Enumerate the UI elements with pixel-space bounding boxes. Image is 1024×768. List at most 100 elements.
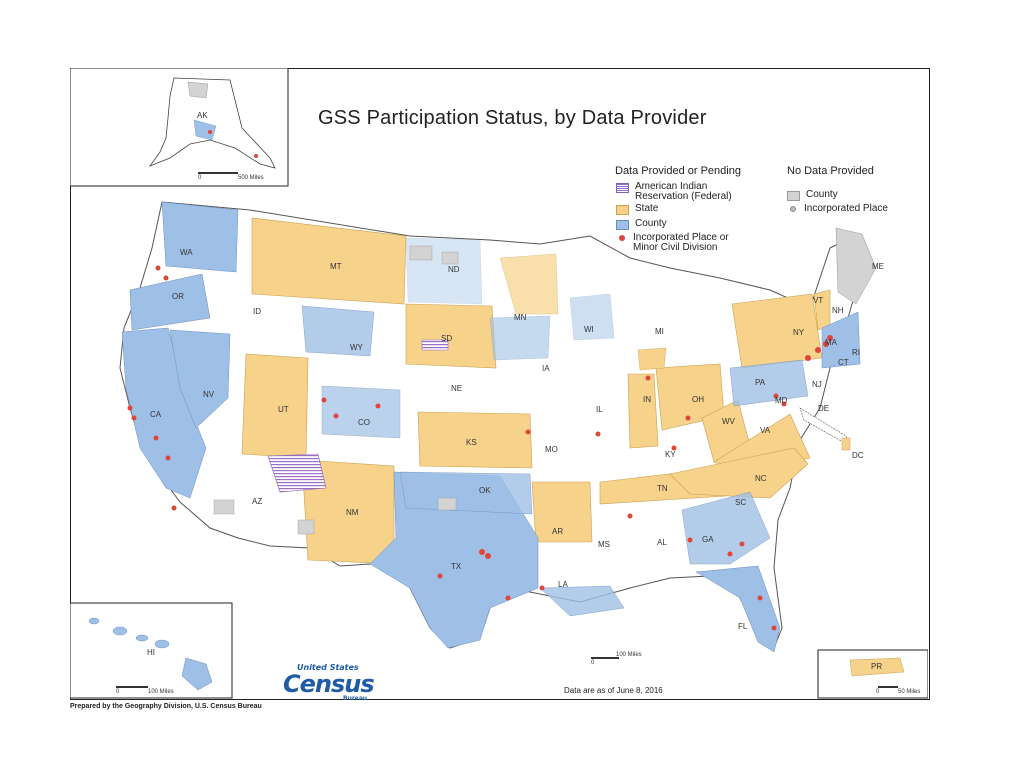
legend-item-nodata-county: County bbox=[787, 190, 838, 201]
pennsylvania-region bbox=[729, 359, 809, 407]
montana-region bbox=[251, 217, 407, 305]
county-swatch bbox=[616, 220, 629, 230]
hawaii-scale-label: 100 Miles bbox=[148, 689, 174, 695]
date-note: Data are as of June 8, 2016 bbox=[564, 686, 663, 695]
legend-item-place: Incorporated Place or Minor Civil Divisi… bbox=[616, 233, 746, 253]
state-label-ak: AK bbox=[197, 111, 208, 120]
state-label-ut: UT bbox=[278, 405, 289, 414]
state-label-ga: GA bbox=[702, 535, 714, 544]
louisiana-region bbox=[539, 585, 625, 617]
legend-item-state: State bbox=[616, 204, 658, 215]
logo-line3: Bureau bbox=[343, 695, 368, 702]
legend-item-label: County bbox=[635, 218, 667, 229]
legend-item-county: County bbox=[616, 219, 667, 230]
state-label-oh: OH bbox=[692, 395, 704, 404]
arkansas-region bbox=[531, 481, 593, 543]
kansas-region bbox=[417, 411, 533, 469]
state-label-sd: SD bbox=[441, 334, 453, 343]
legend-item-nodata-place: Incorporated Place bbox=[787, 204, 888, 214]
wyoming-region bbox=[301, 305, 375, 357]
alaska-shape bbox=[148, 77, 276, 169]
nevada-region bbox=[169, 329, 231, 429]
main-scale-zero: 0 bbox=[591, 660, 595, 666]
state-label-ks: KS bbox=[466, 438, 477, 447]
oklahoma-region bbox=[399, 471, 533, 515]
state-label-sc: SC bbox=[735, 498, 747, 507]
pr-scale-bar bbox=[878, 686, 898, 688]
place-marker-icon bbox=[619, 235, 625, 241]
state-label-mo: MO bbox=[545, 445, 558, 454]
state-label-ar: AR bbox=[552, 527, 564, 536]
state-label-il: IL bbox=[596, 405, 603, 414]
logo-line1: United States bbox=[297, 663, 359, 672]
state-label-fl: FL bbox=[738, 622, 748, 631]
washington-region bbox=[161, 201, 239, 273]
logo-line2: Census bbox=[283, 670, 375, 698]
hawaii-scale-bar bbox=[116, 686, 148, 688]
state-label-ms: MS bbox=[598, 540, 610, 549]
indiana-region bbox=[627, 373, 659, 449]
utah-region bbox=[241, 353, 309, 459]
state-label-id: ID bbox=[253, 307, 261, 316]
nodata-county-swatch bbox=[787, 191, 800, 201]
pr-scale-zero: 0 bbox=[876, 689, 880, 695]
north-carolina-region bbox=[669, 447, 809, 499]
state-label-pa: PA bbox=[755, 378, 766, 387]
state-label-nj: NJ bbox=[812, 380, 822, 389]
prepared-by-note: Prepared by the Geography Division, U.S.… bbox=[70, 703, 262, 710]
state-label-ny: NY bbox=[793, 328, 805, 337]
state-label-nm: NM bbox=[346, 508, 359, 517]
state-label-in: IN bbox=[643, 395, 651, 404]
pr-scale-label: 50 Miles bbox=[898, 689, 921, 695]
state-label-me: ME bbox=[872, 262, 884, 271]
florida-region bbox=[695, 565, 781, 653]
state-label-co: CO bbox=[358, 418, 370, 427]
nodata-place-marker-icon bbox=[790, 206, 796, 212]
hawaii-scale-zero: 0 bbox=[116, 689, 120, 695]
legend-not-provided-header: No Data Provided bbox=[787, 165, 874, 177]
state-label-de: DE bbox=[818, 404, 830, 413]
state-label-md: MD bbox=[775, 396, 788, 405]
census-bureau-logo: United States Census Bureau bbox=[283, 663, 375, 702]
navajo-reservation bbox=[267, 453, 327, 493]
state-label-nv: NV bbox=[203, 390, 215, 399]
state-label-ma: MA bbox=[825, 338, 837, 347]
state-label-vt: VT bbox=[813, 296, 824, 305]
state-label-nd: ND bbox=[448, 265, 460, 274]
new-england-region bbox=[821, 311, 861, 369]
state-label-or: OR bbox=[172, 292, 184, 301]
state-label-ct: CT bbox=[838, 358, 849, 367]
legend-provided-header: Data Provided or Pending bbox=[615, 165, 741, 177]
state-label-ky: KY bbox=[665, 450, 676, 459]
reservation-swatch bbox=[616, 183, 629, 193]
colorado-region bbox=[321, 385, 401, 439]
us-map bbox=[70, 68, 928, 699]
state-label-mn: MN bbox=[514, 313, 527, 322]
state-label-tn: TN bbox=[657, 484, 668, 493]
texas-region bbox=[369, 471, 539, 649]
alaska-scale-zero: 0 bbox=[198, 175, 202, 181]
state-label-ne: NE bbox=[451, 384, 463, 393]
georgia-sc-region bbox=[681, 491, 771, 565]
state-label-ca: CA bbox=[150, 410, 162, 419]
state-label-az: AZ bbox=[252, 497, 263, 506]
legend-item-reservation: American Indian Reservation (Federal) bbox=[616, 182, 756, 202]
legend-item-label: State bbox=[635, 203, 659, 214]
state-label-mt: MT bbox=[330, 262, 342, 271]
alaska-scale-bar bbox=[198, 172, 238, 174]
state-label-ri: RI bbox=[852, 348, 860, 357]
state-label-wv: WV bbox=[722, 417, 735, 426]
state-label-nc: NC bbox=[755, 474, 767, 483]
state-label-wa: WA bbox=[180, 248, 193, 257]
state-label-ia: IA bbox=[542, 364, 550, 373]
state-label-pr: PR bbox=[871, 662, 883, 671]
legend-item-label: American Indian Reservation (Federal) bbox=[635, 181, 732, 202]
maine-region bbox=[835, 227, 877, 305]
south-dakota-region bbox=[405, 303, 497, 369]
state-label-dc: DC bbox=[852, 451, 864, 460]
state-label-al: AL bbox=[657, 538, 667, 547]
oregon-region bbox=[129, 273, 211, 331]
state-label-wy: WY bbox=[350, 343, 363, 352]
incorporated-place-markers bbox=[127, 265, 833, 631]
state-label-wi: WI bbox=[584, 325, 594, 334]
